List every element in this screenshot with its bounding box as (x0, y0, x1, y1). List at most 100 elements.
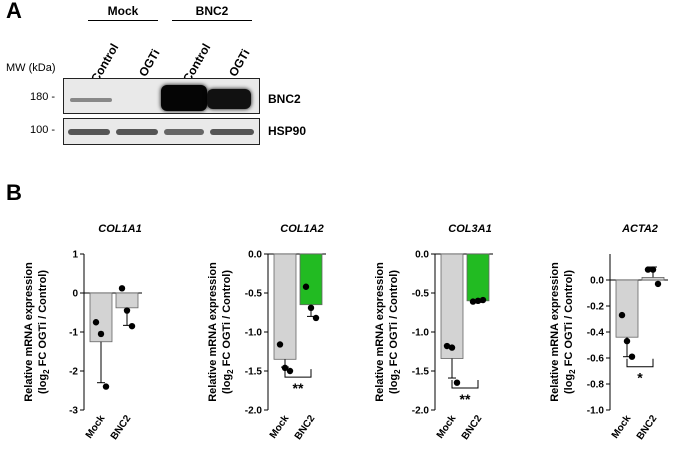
y-axis-label: Relative mRNA expression (log2 FC OGTi / … (374, 262, 402, 402)
y-tick-label: -0.4 (587, 328, 605, 339)
panel-b-letter: B (6, 180, 22, 205)
y-tick-label: -0.5 (245, 289, 263, 300)
y-axis-label-line1: Relative mRNA expression (207, 262, 219, 402)
x-tick-label: Mock (435, 413, 459, 441)
chart-title: ACTA2 (621, 223, 658, 235)
y-tick-label: -1.0 (245, 328, 263, 339)
data-point (453, 379, 461, 386)
blot-label-bnc2: BNC2 (268, 92, 301, 106)
data-point (474, 297, 482, 304)
band-bnc2-bnc2-control (161, 85, 207, 111)
data-point (302, 283, 310, 290)
data-point (97, 330, 105, 338)
y-tick-label: 0.0 (590, 276, 604, 287)
data-point (102, 383, 110, 390)
significance-label: ** (293, 380, 304, 396)
y-axis-label-line2: (log (37, 374, 49, 394)
y-axis-label-subscript: 2 (393, 369, 402, 374)
significance-bracket (626, 358, 654, 368)
data-point (118, 285, 126, 292)
y-tick-label: -3 (69, 406, 78, 417)
data-point (312, 314, 320, 322)
data-point (92, 319, 100, 326)
significance-label: * (637, 370, 643, 386)
bar-bnc2 (115, 292, 139, 309)
mw-header: MW (kDa) (6, 62, 56, 74)
y-tick-label: -1 (69, 328, 78, 339)
bar-bnc2 (466, 253, 490, 302)
band-hsp90-3 (164, 129, 204, 135)
group-line-bnc2 (172, 20, 252, 21)
y-tick-label: -1.5 (412, 367, 430, 378)
chart-2: COL3A1 Relative mRNA expression (log2 FC O… (374, 223, 493, 442)
band-hsp90-1 (68, 129, 110, 135)
panel-a-letter: A (6, 0, 22, 23)
data-point (443, 342, 451, 350)
significance-bracket (451, 380, 479, 389)
data-point (128, 322, 136, 330)
y-tick-label: -0.8 (587, 380, 605, 391)
y-tick-label: -2.0 (412, 406, 430, 417)
data-point (654, 280, 662, 288)
y-axis-label-line2: (log (563, 374, 575, 394)
y-tick-label: -2.0 (245, 406, 263, 417)
data-point (649, 266, 657, 273)
chart-3: ACTA2 Relative mRNA expression (log2 FC OG… (549, 223, 668, 442)
y-axis-label: Relative mRNA expression (log2 FC OGTi / … (23, 262, 51, 402)
y-tick-label: 0.0 (415, 250, 429, 261)
mw-marker-180: 180 - (30, 91, 56, 103)
x-tick-label: BNC2 (460, 413, 485, 442)
y-axis-label-line2-end: FC OGTi / Control) (563, 270, 575, 370)
bar-mock (440, 253, 464, 359)
chart-title: COL1A2 (280, 223, 323, 235)
bar-bnc2 (641, 276, 665, 281)
chart-1: COL1A2 Relative mRNA expression (log2 FC O… (207, 223, 326, 442)
y-axis-label-line2: (log (221, 374, 233, 394)
blot-label-hsp90: HSP90 (268, 124, 307, 138)
y-tick-label: -0.6 (587, 354, 605, 365)
western-blot-bnc2 (63, 78, 260, 114)
x-tick-label: Mock (268, 413, 292, 441)
data-point (276, 341, 284, 348)
y-tick-label: -1.5 (245, 367, 263, 378)
y-axis-label-line1: Relative mRNA expression (23, 262, 35, 402)
y-axis-label-line2-end: FC OGTi / Control) (221, 270, 233, 370)
y-tick-label: -1.0 (587, 406, 605, 417)
data-point (618, 311, 626, 319)
data-point (469, 298, 477, 305)
band-hsp90-2 (116, 129, 158, 135)
y-axis-label: Relative mRNA expression (log2 FC OGTi / … (207, 262, 235, 402)
y-axis-label-subscript: 2 (42, 369, 51, 374)
y-tick-label: 0 (72, 289, 78, 300)
x-tick-label: BNC2 (293, 413, 318, 442)
band-hsp90-4 (210, 129, 254, 135)
y-tick-label: 1 (72, 250, 78, 261)
group-line-mock (88, 20, 158, 21)
significance-label: ** (460, 391, 471, 407)
y-axis-label-line2: (log (388, 374, 400, 394)
y-axis-label: Relative mRNA expression (log2 FC OGTi / … (549, 262, 577, 402)
data-point (479, 296, 487, 304)
bar-mock (615, 279, 639, 338)
band-bnc2-mock-control (70, 98, 112, 102)
x-tick-label: Mock (610, 413, 634, 441)
y-axis-label-line1: Relative mRNA expression (549, 262, 561, 402)
data-point (123, 307, 131, 314)
y-axis-label-line2-end: FC OGTi / Control) (388, 270, 400, 370)
group-label-mock: Mock (107, 4, 139, 18)
y-tick-label: -1.0 (412, 328, 430, 339)
bar-bnc2 (299, 253, 323, 306)
x-tick-label: Mock (84, 413, 108, 441)
group-label-bnc2: BNC2 (195, 4, 229, 18)
y-tick-label: -2 (69, 367, 78, 378)
y-tick-label: 0.0 (248, 250, 262, 261)
y-tick-label: -0.5 (412, 289, 430, 300)
y-axis-label-line2-end: FC OGTi / Control) (37, 270, 49, 370)
data-point (448, 344, 456, 351)
y-axis-label-subscript: 2 (226, 369, 235, 374)
western-blot-hsp90 (63, 118, 260, 145)
chart-title: COL1A1 (98, 223, 141, 235)
data-point (286, 367, 294, 375)
y-axis-label-subscript: 2 (568, 369, 577, 374)
